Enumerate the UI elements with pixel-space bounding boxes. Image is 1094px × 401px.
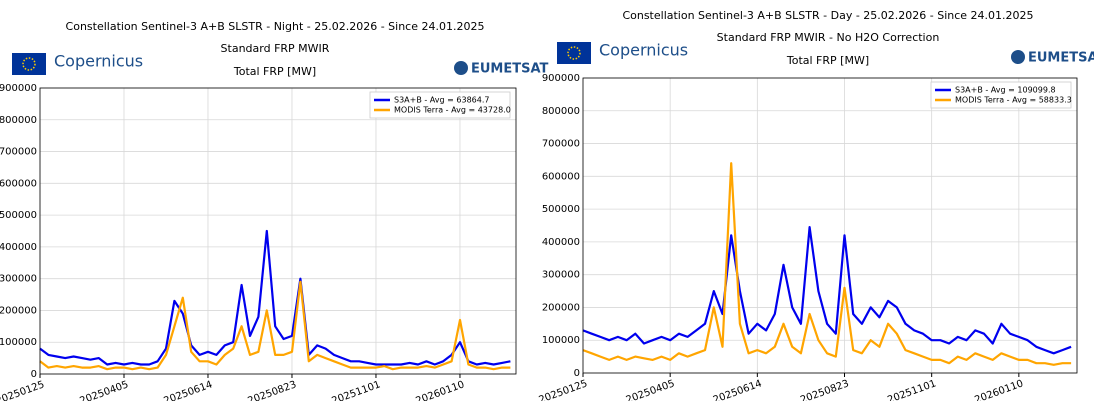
data-line	[39, 280, 511, 371]
x-tick-label: 20250823	[799, 378, 851, 401]
x-tick-label: 20251101	[330, 379, 382, 401]
data-line	[39, 229, 511, 366]
x-tick-label: 20250405	[78, 379, 130, 401]
x-tick-label: 20260110	[973, 378, 1025, 401]
plot-frame	[39, 87, 517, 375]
plot-frame	[582, 77, 1078, 374]
data-line	[582, 162, 1072, 366]
y-tick-label: 700000	[0, 147, 37, 158]
y-tick-label: 900000	[542, 73, 580, 84]
eu-stars	[567, 46, 581, 60]
y-tick-label: 300000	[0, 274, 37, 285]
y-tick-label: 900000	[0, 83, 37, 94]
legend-label: MODIS Terra - Avg = 58833.3	[955, 96, 1072, 105]
x-tick-label: 20250614	[712, 378, 764, 401]
y-tick-label: 500000	[542, 204, 580, 215]
y-tick-label: 600000	[542, 171, 580, 182]
legend-label: MODIS Terra - Avg = 43728.0	[394, 106, 511, 115]
x-tick-label: 20250125	[537, 378, 589, 401]
chart-title: Constellation Sentinel-3 A+B SLSTR - Nig…	[66, 20, 485, 33]
chart-heading: Total FRP [MW]	[233, 65, 316, 78]
eu-stars	[22, 57, 36, 71]
x-tick-label: 20250823	[246, 379, 298, 401]
y-tick-label: 800000	[0, 115, 37, 126]
y-tick-label: 500000	[0, 210, 37, 221]
y-tick-label: 700000	[542, 139, 580, 150]
legend-box	[369, 91, 511, 119]
x-tick-label: 20250405	[625, 378, 677, 401]
x-tick-label: 20251101	[886, 378, 938, 401]
chart-subtitle: Standard FRP MWIR - No H2O Correction	[717, 31, 940, 44]
copernicus-logo: Copernicus	[54, 52, 143, 71]
y-tick-label: 600000	[0, 178, 37, 189]
chart-title: Constellation Sentinel-3 A+B SLSTR - Day…	[622, 9, 1033, 22]
chart-heading: Total FRP [MW]	[786, 54, 869, 67]
eu-flag	[12, 53, 46, 75]
y-tick-label: 400000	[0, 242, 37, 253]
y-tick-label: 0	[574, 368, 580, 379]
legend-label: S3A+B - Avg = 109099.8	[955, 86, 1056, 95]
eumetsat-icon	[1011, 50, 1025, 64]
legend-box	[930, 81, 1072, 109]
legend-label: S3A+B - Avg = 63864.7	[394, 96, 490, 105]
x-tick-label: 20260110	[414, 379, 466, 401]
y-tick-label: 400000	[542, 237, 580, 248]
chart-subtitle: Standard FRP MWIR	[221, 42, 330, 55]
x-tick-label: 20250614	[162, 379, 214, 401]
y-tick-label: 100000	[542, 335, 580, 346]
x-tick-label: 20250125	[0, 379, 46, 401]
y-tick-label: 0	[31, 369, 37, 380]
y-tick-label: 800000	[542, 106, 580, 117]
eu-flag	[557, 42, 591, 64]
copernicus-logo: Copernicus	[599, 41, 688, 60]
eumetsat-logo: EUMETSAT	[471, 62, 549, 77]
y-tick-label: 200000	[542, 302, 580, 313]
eumetsat-icon	[454, 61, 468, 75]
y-tick-label: 100000	[0, 337, 37, 348]
y-tick-label: 300000	[542, 270, 580, 281]
y-tick-label: 200000	[0, 305, 37, 316]
data-line	[582, 226, 1072, 355]
eumetsat-logo: EUMETSAT	[1028, 51, 1094, 66]
